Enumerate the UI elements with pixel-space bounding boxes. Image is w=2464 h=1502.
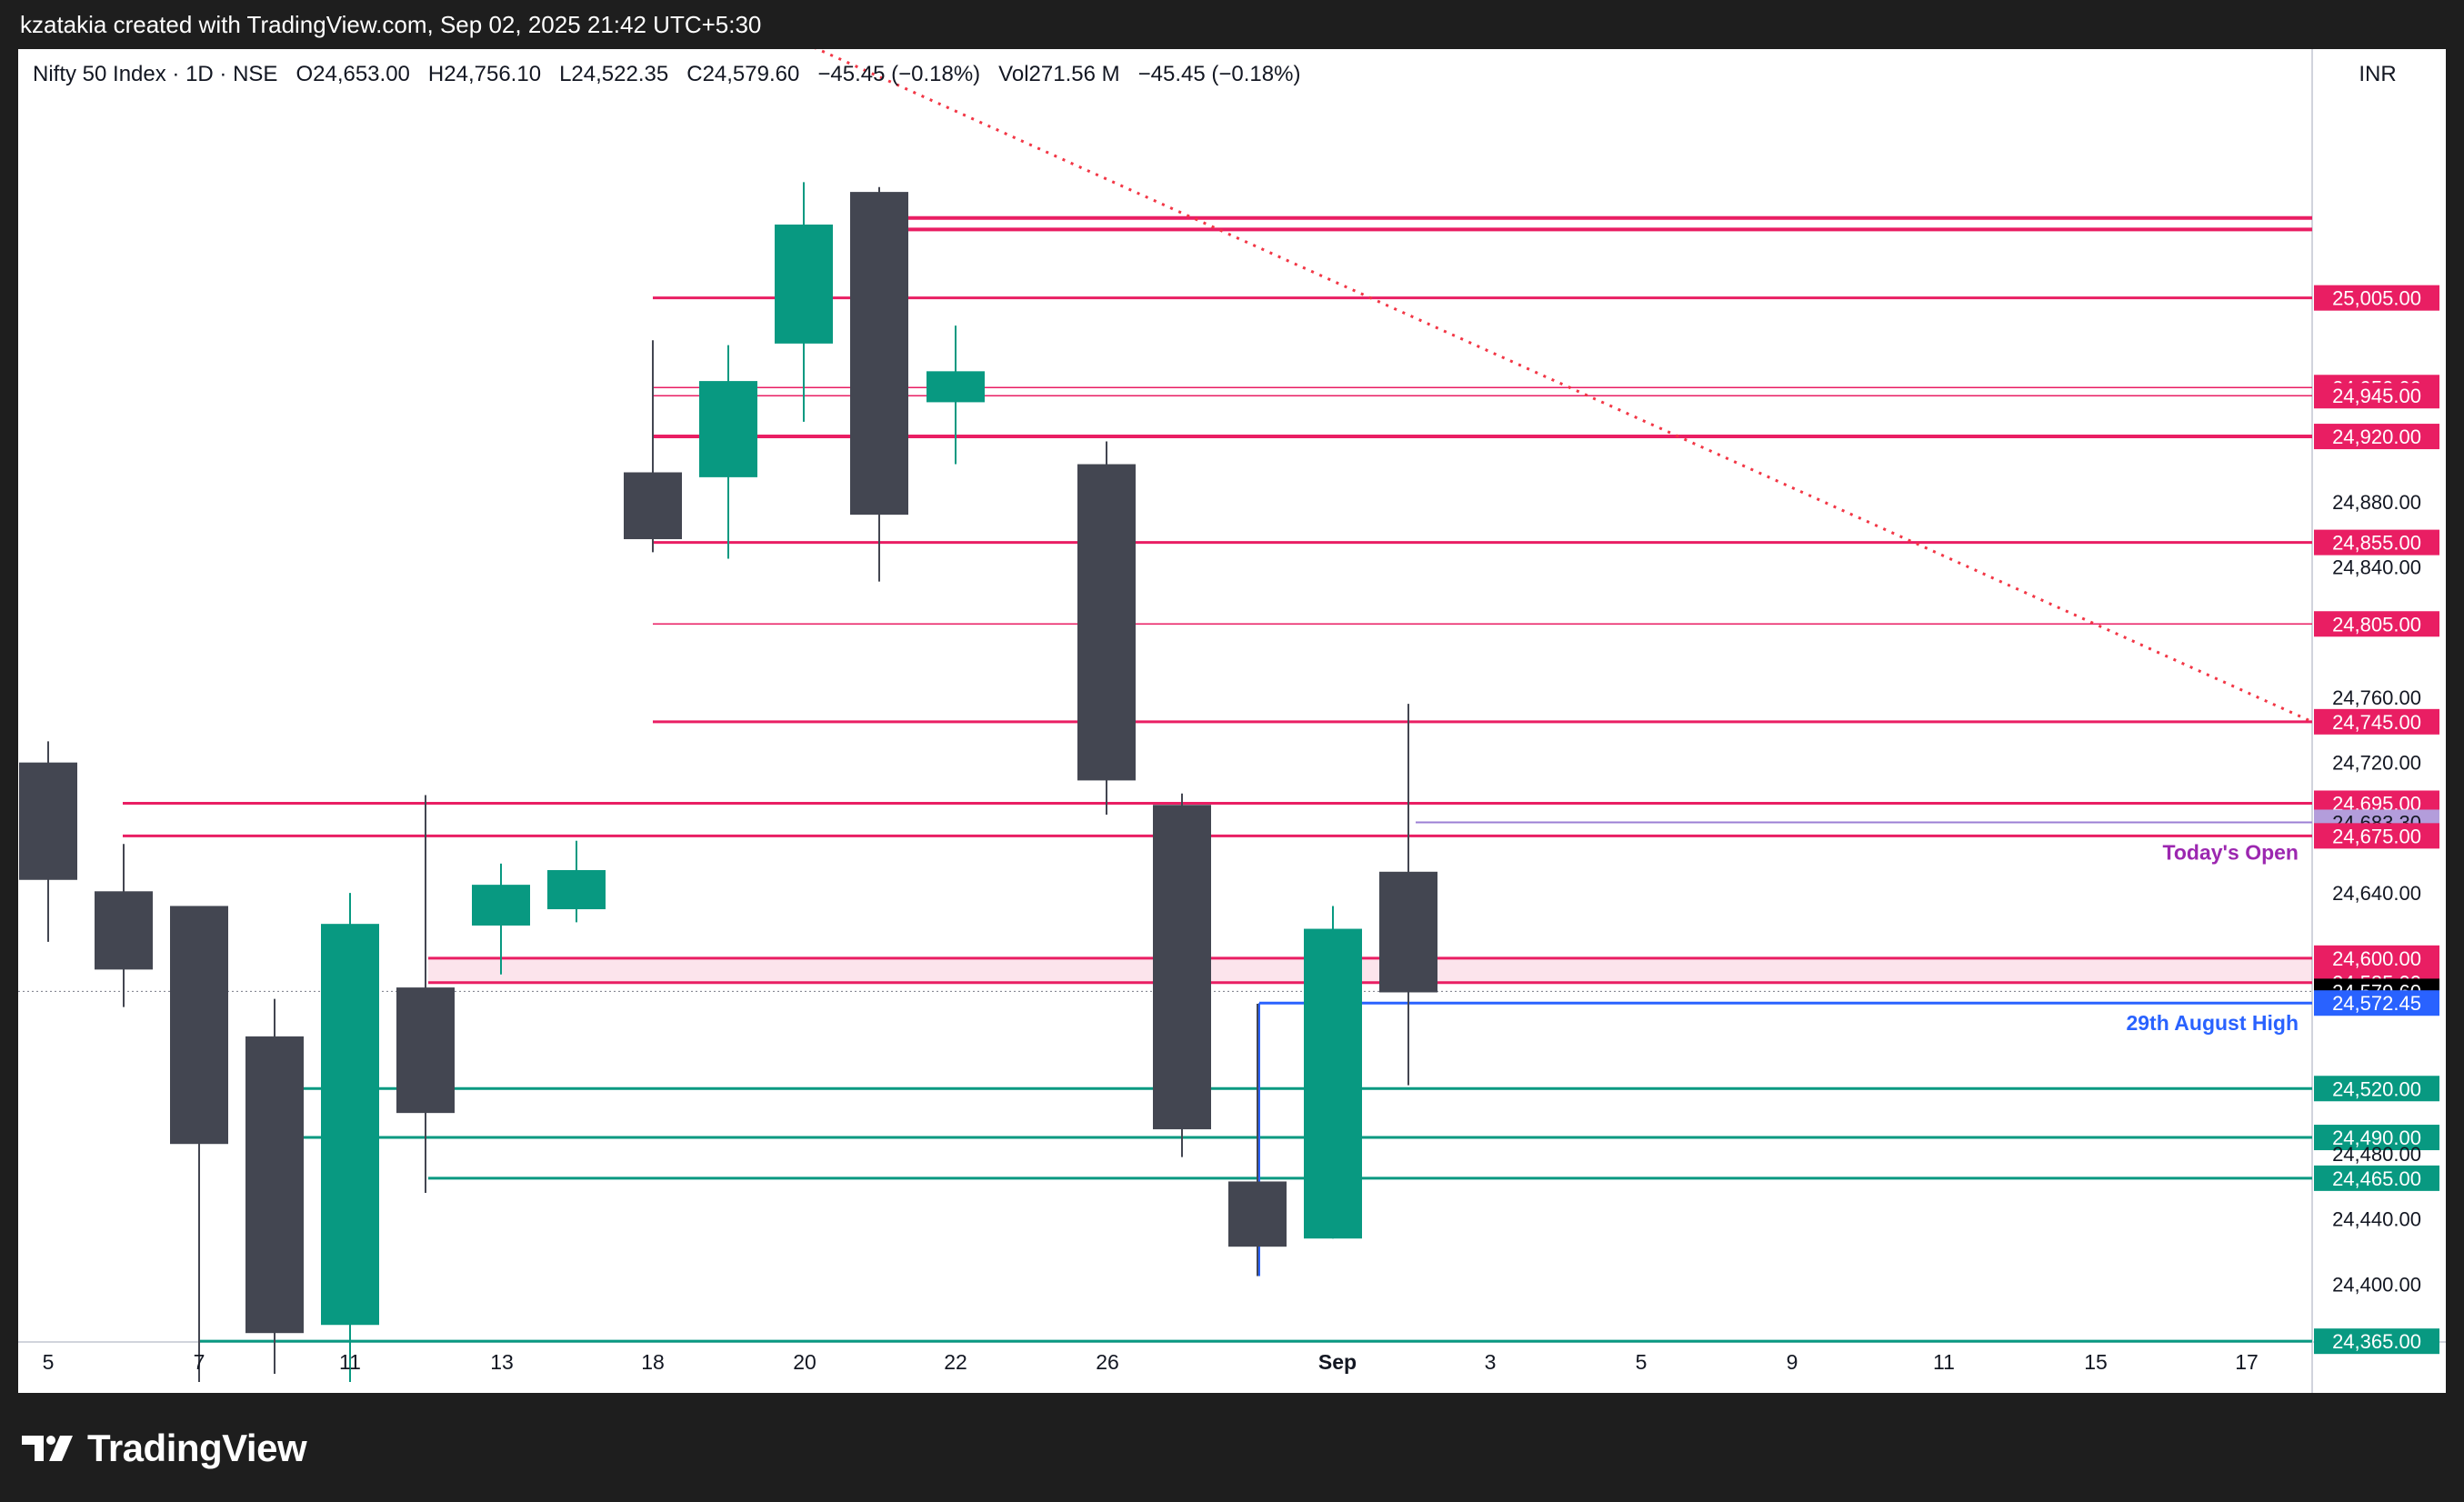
- brand-name: TradingView: [87, 1427, 307, 1469]
- price-label-text: 24,675.00: [2332, 825, 2421, 847]
- price-label-text: 24,520.00: [2332, 1077, 2421, 1100]
- candle-body: [775, 224, 833, 344]
- x-tick-label: 7: [194, 1350, 205, 1374]
- price-label-text: 24,855.00: [2332, 532, 2421, 555]
- symbol-legend: Nifty 50 Index · 1D · NSE O24,653.00 H24…: [33, 62, 1300, 87]
- open-value: 24,653.00: [313, 62, 410, 86]
- price-label-text: 24,945.00: [2332, 385, 2421, 407]
- candle-body: [699, 381, 757, 477]
- price-label-box: [2314, 823, 2439, 849]
- price-label-box: [2314, 990, 2439, 1016]
- candle-body: [1153, 805, 1211, 1130]
- low-label: L: [559, 62, 572, 86]
- y-tick-label: 24,440.00: [2332, 1208, 2421, 1231]
- x-tick-label: 11: [1933, 1350, 1955, 1374]
- candle-body: [321, 924, 379, 1326]
- price-label-text: 24,465.00: [2332, 1167, 2421, 1190]
- downtrend-line: [814, 49, 2313, 724]
- x-tick-label: 18: [641, 1350, 665, 1374]
- x-tick-label: 9: [1787, 1350, 1798, 1374]
- price-label-text: 24,745.00: [2332, 711, 2421, 734]
- candle-body: [624, 472, 682, 540]
- y-tick-label: 24,720.00: [2332, 752, 2421, 775]
- price-label-box: [2314, 945, 2439, 971]
- price-label-text: 24,365.00: [2332, 1330, 2421, 1353]
- x-tick-label: 5: [43, 1350, 55, 1374]
- y-tick-label: 24,400.00: [2332, 1273, 2421, 1296]
- supply-zone: [428, 957, 2312, 983]
- currency-button[interactable]: INR: [2339, 56, 2417, 93]
- high-label: H: [427, 62, 445, 86]
- price-label-box: [2314, 1328, 2439, 1355]
- candle-body: [547, 869, 606, 910]
- chart-frame[interactable]: 25,005.0024,950.0024,945.0024,920.0024,8…: [18, 49, 2446, 1393]
- attribution-bar: kzatakia created with TradingView.com, S…: [0, 0, 2464, 49]
- y-tick-label: 24,760.00: [2332, 686, 2421, 709]
- candle-body: [1379, 871, 1437, 993]
- price-label-text: 24,805.00: [2332, 613, 2421, 636]
- candle-body: [1077, 464, 1136, 781]
- volume-value: 271.56 M: [1028, 62, 1120, 86]
- x-tick-label: 3: [1485, 1350, 1497, 1374]
- low-value: 24,522.35: [571, 62, 669, 86]
- tradingview-logo[interactable]: TradingView: [20, 1426, 307, 1471]
- candle-body: [1228, 1181, 1287, 1247]
- x-tick-label: 15: [2084, 1350, 2108, 1374]
- x-tick-label: 13: [490, 1350, 514, 1374]
- august-high-annotation: 29th August High: [2126, 1011, 2299, 1035]
- candle-body: [472, 885, 530, 926]
- attribution-text: kzatakia created with TradingView.com, S…: [20, 11, 762, 38]
- open-label: O: [295, 62, 314, 86]
- symbol-name[interactable]: Nifty 50 Index · 1D · NSE: [33, 62, 278, 86]
- price-label-text: 24,572.45: [2332, 992, 2421, 1015]
- price-label-box: [2314, 1125, 2439, 1151]
- volume-label: Vol: [998, 62, 1029, 86]
- volume-change: −45.45 (−0.18%): [1137, 62, 1301, 86]
- candle-body: [1304, 928, 1362, 1239]
- price-label-box: [2314, 285, 2439, 311]
- price-label-box: [2314, 708, 2439, 735]
- candle-body: [95, 891, 153, 970]
- x-tick-label: 5: [1636, 1350, 1648, 1374]
- price-label-box: [2314, 529, 2439, 556]
- close-label: C: [686, 62, 703, 86]
- y-tick-label: 24,880.00: [2332, 491, 2421, 514]
- price-label-text: 24,600.00: [2332, 947, 2421, 970]
- price-label-box: [2314, 383, 2439, 409]
- todays-open-annotation: Today's Open: [2163, 840, 2299, 864]
- x-tick-label: Sep: [1318, 1350, 1357, 1374]
- y-tick-label: 24,840.00: [2332, 556, 2421, 579]
- change-value: −45.45 (−0.18%): [817, 62, 981, 86]
- candle-body: [170, 906, 228, 1145]
- price-label-text: 25,005.00: [2332, 287, 2421, 310]
- x-tick-label: 17: [2235, 1350, 2259, 1374]
- y-tick-label: 24,640.00: [2332, 882, 2421, 905]
- candle-body: [850, 192, 908, 516]
- price-label-text: 24,920.00: [2332, 426, 2421, 448]
- price-label-box: [2314, 1076, 2439, 1102]
- x-tick-label: 22: [944, 1350, 967, 1374]
- price-label-text: 24,490.00: [2332, 1126, 2421, 1149]
- candle-body: [927, 371, 985, 403]
- high-value: 24,756.10: [444, 62, 542, 86]
- x-tick-label: 26: [1096, 1350, 1119, 1374]
- price-label-box: [2314, 611, 2439, 637]
- x-tick-label: 11: [339, 1350, 361, 1374]
- price-label-box: [2314, 1165, 2439, 1191]
- candlestick-chart[interactable]: 25,005.0024,950.0024,945.0024,920.0024,8…: [18, 49, 2446, 1393]
- candle-body: [19, 762, 77, 880]
- close-value: 24,579.60: [702, 62, 800, 86]
- candle-body: [396, 987, 455, 1114]
- tradingview-logo-icon: [22, 1436, 73, 1461]
- x-tick-label: 20: [793, 1350, 816, 1374]
- y-tick-label: 24,480.00: [2332, 1143, 2421, 1166]
- price-label-box: [2314, 424, 2439, 450]
- candle-body: [245, 1036, 304, 1334]
